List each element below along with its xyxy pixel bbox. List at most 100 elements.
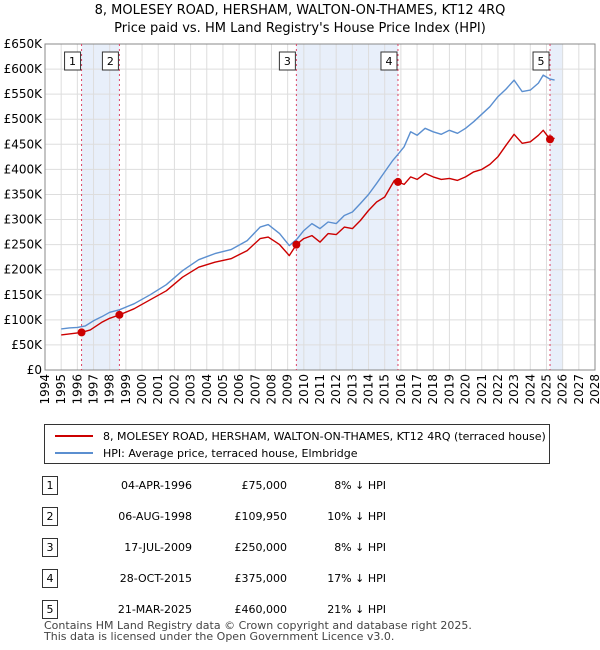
x-tick-label: 2009 bbox=[281, 374, 295, 405]
transaction-price: £109,950 bbox=[234, 510, 288, 523]
x-tick-label: 1998 bbox=[103, 374, 117, 405]
transaction-date: 06-AUG-1998 bbox=[118, 510, 192, 523]
table-row: 3 17-JUL-2009 £250,000 8% ↓ HPI bbox=[42, 532, 386, 563]
x-tick-label: 2004 bbox=[200, 374, 214, 405]
x-tick-label: 2010 bbox=[297, 374, 311, 405]
hpi-series-line bbox=[61, 74, 555, 330]
x-tick-label: 2024 bbox=[523, 374, 537, 405]
y-tick-label: £250K bbox=[4, 238, 44, 252]
x-tick-label: 2026 bbox=[556, 374, 570, 405]
legend-swatch-hpi bbox=[55, 452, 93, 454]
table-row: 2 06-AUG-1998 £109,950 10% ↓ HPI bbox=[42, 501, 386, 532]
x-tick-label: 1994 bbox=[38, 374, 52, 405]
footer-license: This data is licensed under the Open Gov… bbox=[44, 630, 395, 643]
legend: 8, MOLESEY ROAD, HERSHAM, WALTON-ON-THAM… bbox=[44, 424, 550, 464]
x-tick-label: 2013 bbox=[345, 374, 359, 405]
x-tick-label: 2017 bbox=[410, 374, 424, 405]
plot-frame bbox=[44, 43, 596, 371]
x-tick-label: 2021 bbox=[475, 374, 489, 405]
legend-item-hpi: HPI: Average price, terraced house, Elmb… bbox=[55, 445, 358, 461]
property-series-line bbox=[61, 129, 555, 336]
sale-point bbox=[393, 177, 402, 186]
x-tick-label: 2011 bbox=[313, 374, 327, 405]
y-tick-label: £500K bbox=[4, 112, 44, 126]
x-tick-label: 2000 bbox=[135, 374, 149, 405]
footer-copyright: Contains HM Land Registry data © Crown c… bbox=[44, 619, 472, 632]
y-tick-label: £100K bbox=[4, 313, 44, 327]
sale-number-box bbox=[278, 51, 296, 71]
x-tick-label: 1996 bbox=[70, 374, 84, 405]
y-tick-label: £150K bbox=[4, 288, 44, 302]
x-tick-label: 2022 bbox=[491, 374, 505, 405]
transaction-hpi-diff: 17% ↓ HPI bbox=[327, 572, 386, 585]
sale-point bbox=[77, 328, 86, 337]
sale-number-label: 3 bbox=[284, 55, 291, 68]
transaction-date: 28-OCT-2015 bbox=[119, 572, 192, 585]
transactions-table: 1 04-APR-1996 £75,000 8% ↓ HPI 2 06-AUG-… bbox=[42, 470, 386, 625]
x-tick-label: 2012 bbox=[329, 374, 343, 405]
transaction-number-badge: 5 bbox=[42, 600, 58, 619]
x-tick-label: 2006 bbox=[232, 374, 246, 405]
x-tick-label: 1999 bbox=[119, 374, 133, 405]
x-tick-label: 2003 bbox=[184, 374, 198, 405]
y-tick-label: £450K bbox=[4, 137, 44, 151]
y-tick-label: £550K bbox=[4, 87, 44, 101]
sale-point bbox=[115, 310, 124, 319]
ownership-period-shade bbox=[81, 44, 120, 370]
price-chart: £0 £50K £100K £150K £200K £250K £300K £350K £400… bbox=[4, 37, 600, 405]
sale-number-label: 2 bbox=[107, 55, 114, 68]
x-tick-label: 1997 bbox=[87, 374, 101, 405]
transaction-price: £460,000 bbox=[234, 603, 288, 616]
transaction-number-badge: 3 bbox=[42, 538, 58, 557]
transaction-hpi-diff: 10% ↓ HPI bbox=[327, 510, 386, 523]
chart-title-line1: 8, MOLESEY ROAD, HERSHAM, WALTON-ON-THAM… bbox=[94, 3, 506, 18]
transaction-number-badge: 1 bbox=[42, 476, 58, 495]
chart-title-line2: Price paid vs. HM Land Registry's House … bbox=[114, 21, 486, 36]
x-tick-label: 2027 bbox=[572, 374, 586, 405]
ownership-period-shade bbox=[550, 44, 563, 370]
x-tick-label: 2016 bbox=[394, 374, 408, 405]
transaction-date: 04-APR-1996 bbox=[120, 479, 192, 492]
x-tick-label: 2005 bbox=[216, 374, 230, 405]
x-tick-label: 1995 bbox=[54, 374, 68, 405]
sale-number-box bbox=[101, 51, 119, 71]
legend-swatch-property bbox=[55, 435, 93, 437]
x-tick-label: 2028 bbox=[588, 374, 600, 405]
table-row: 5 21-MAR-2025 £460,000 21% ↓ HPI bbox=[42, 594, 386, 625]
transaction-hpi-diff: 8% ↓ HPI bbox=[334, 479, 386, 492]
y-tick-label: £350K bbox=[4, 187, 44, 201]
y-tick-label: £650K bbox=[4, 37, 44, 51]
sale-number-label: 1 bbox=[69, 55, 76, 68]
x-tick-label: 2023 bbox=[507, 374, 521, 405]
table-row: 4 28-OCT-2015 £375,000 17% ↓ HPI bbox=[42, 563, 386, 594]
y-tick-label: £300K bbox=[4, 213, 44, 227]
transaction-date: 17-JUL-2009 bbox=[124, 541, 192, 554]
sale-point bbox=[292, 240, 301, 249]
transaction-price: £75,000 bbox=[241, 479, 288, 492]
sale-number-box bbox=[380, 51, 398, 71]
x-tick-label: 2019 bbox=[442, 374, 456, 405]
ownership-period-shade bbox=[296, 44, 398, 370]
footer-attribution: Contains HM Land Registry data © Crown c… bbox=[44, 620, 472, 642]
transaction-price: £375,000 bbox=[234, 572, 288, 585]
y-tick-label: £200K bbox=[4, 263, 44, 277]
transaction-hpi-diff: 21% ↓ HPI bbox=[327, 603, 386, 616]
x-tick-label: 2007 bbox=[248, 374, 262, 405]
sale-number-label: 4 bbox=[385, 55, 392, 68]
transaction-date: 21-MAR-2025 bbox=[117, 603, 192, 616]
transaction-hpi-diff: 8% ↓ HPI bbox=[334, 541, 386, 554]
x-tick-label: 2025 bbox=[539, 374, 553, 405]
y-tick-label: £50K bbox=[11, 338, 43, 352]
y-tick-label: £400K bbox=[4, 162, 44, 176]
sale-number-box bbox=[64, 51, 82, 71]
transaction-price: £250,000 bbox=[234, 541, 288, 554]
y-tick-label: £0 bbox=[27, 363, 42, 377]
x-tick-label: 2002 bbox=[167, 374, 181, 405]
y-tick-label: £600K bbox=[4, 62, 44, 76]
sale-point bbox=[546, 135, 555, 144]
x-tick-label: 2014 bbox=[362, 374, 376, 405]
x-tick-label: 2015 bbox=[378, 374, 392, 405]
transaction-number-badge: 2 bbox=[42, 507, 58, 526]
transaction-number-badge: 4 bbox=[42, 569, 58, 588]
legend-item-property: 8, MOLESEY ROAD, HERSHAM, WALTON-ON-THAM… bbox=[55, 428, 546, 444]
